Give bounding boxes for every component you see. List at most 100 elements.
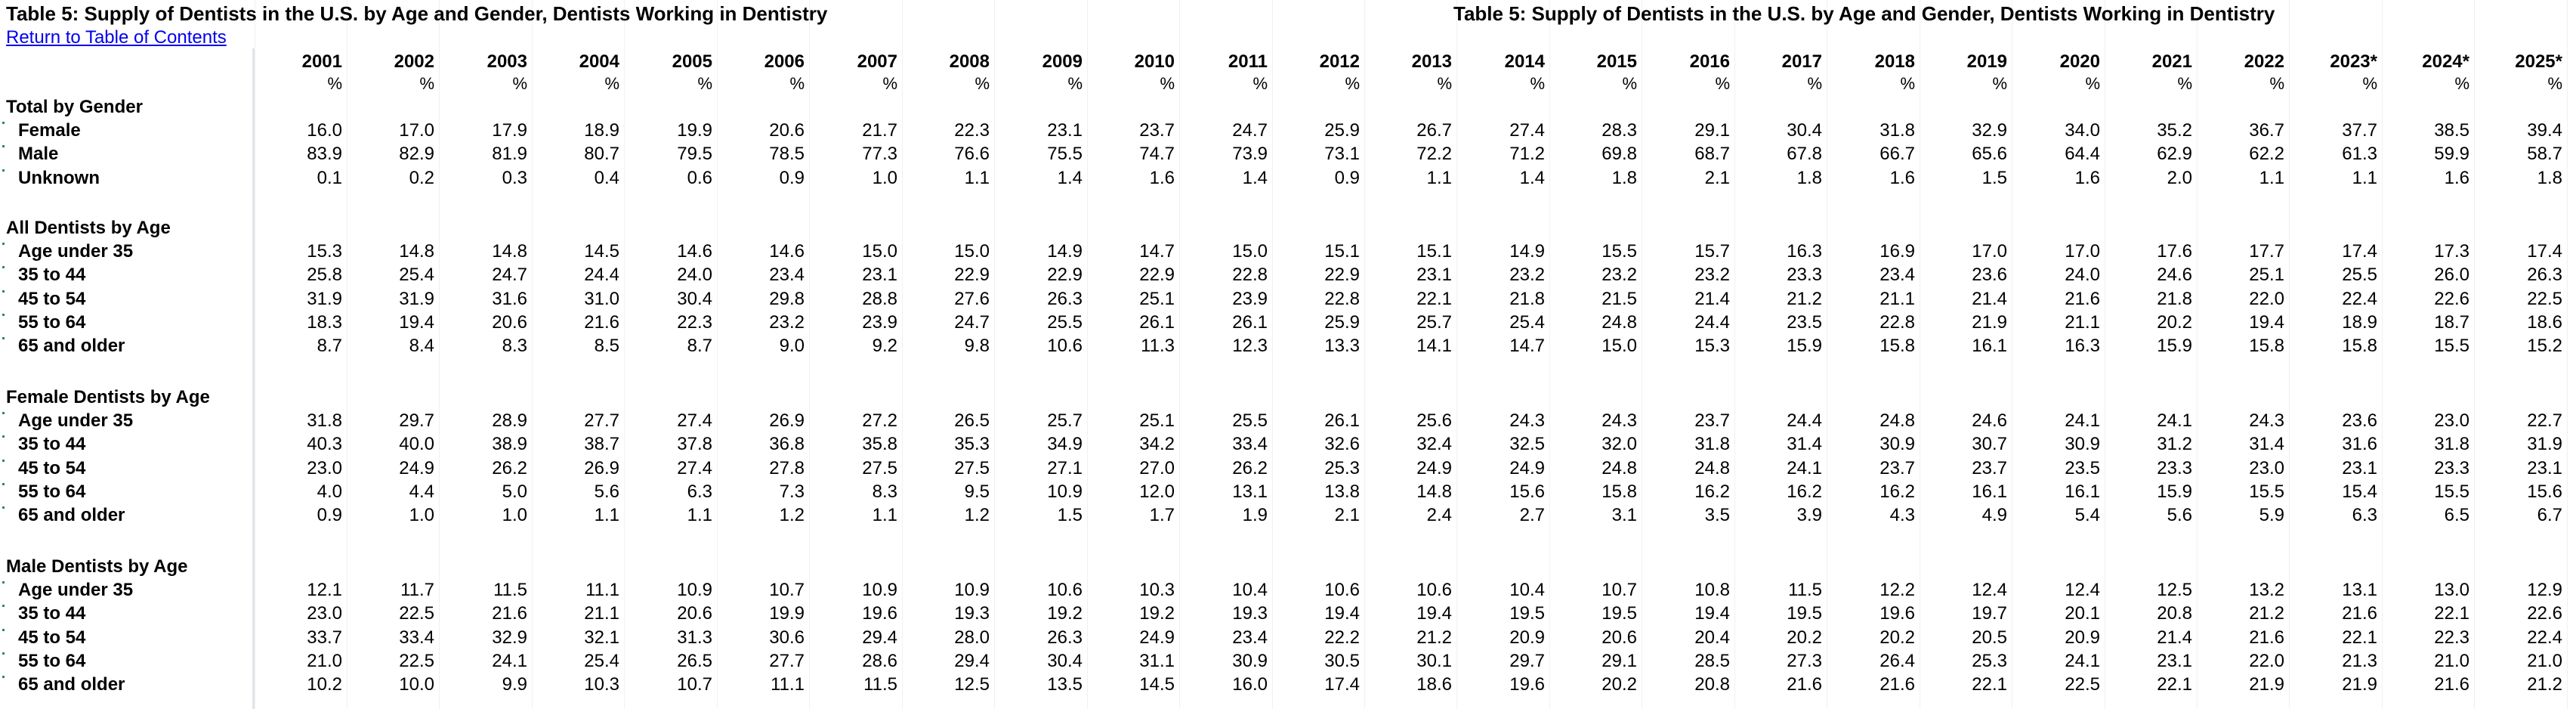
table-cell: 30.7 [1972,434,2007,454]
table-cell: 17.7 [2249,241,2284,262]
table-cell: 8.4 [409,336,434,356]
table-cell: 24.4 [584,265,619,285]
year-header: 2016 [1689,51,1730,72]
table-cell: 21.6 [1879,674,1915,695]
table-cell: 26.0 [2434,265,2469,285]
table-cell: 19.9 [769,603,805,624]
table-cell: 19.6 [1509,674,1545,695]
cell-indicator [2,243,5,245]
table-cell: 20.8 [1694,674,1730,695]
year-header: 2019 [1966,51,2007,72]
table-cell: 31.6 [492,289,527,309]
table-cell: 21.6 [2342,603,2377,624]
table-cell: 10.6 [1416,580,1452,600]
table-cell: 24.9 [399,458,434,478]
unit-header: % [1437,74,1452,93]
table-cell: 14.1 [1416,336,1452,356]
table-cell: 0.9 [317,505,342,525]
table-cell: 68.7 [1694,144,1730,164]
table-cell: 24.1 [1787,458,1822,478]
table-cell: 80.7 [584,144,619,164]
table-cell: 30.1 [1416,651,1452,671]
table-cell: 31.8 [2434,434,2469,454]
table-cell: 16.1 [2065,481,2100,502]
table-cell: 22.0 [2249,289,2284,309]
grid-line [994,0,995,709]
unit-header: % [419,74,434,93]
table-cell: 38.9 [492,434,527,454]
table-cell: 22.8 [1232,265,1268,285]
row-label: 45 to 54 [18,458,86,478]
table-cell: 25.8 [307,265,342,285]
table-cell: 36.8 [769,434,805,454]
table-cell: 19.2 [1139,603,1175,624]
grid-line [902,0,903,709]
table-title-left: Table 5: Supply of Dentists in the U.S. … [6,2,828,25]
table-cell: 22.5 [399,651,434,671]
year-header: 2013 [1411,51,1452,72]
table-cell: 12.1 [307,580,342,600]
table-cell: 16.1 [1972,481,2007,502]
year-header: 2011 [1228,51,1268,72]
table-cell: 22.5 [2527,289,2562,309]
table-cell: 21.8 [1509,289,1545,309]
table-cell: 19.2 [1047,603,1083,624]
table-cell: 25.4 [399,265,434,285]
table-cell: 21.6 [2249,627,2284,648]
table-cell: 34.9 [1047,434,1083,454]
table-cell: 26.5 [677,651,712,671]
table-cell: 19.6 [1879,603,1915,624]
table-cell: 1.8 [2537,168,2562,188]
table-cell: 31.4 [2249,434,2284,454]
table-cell: 32.5 [1509,434,1545,454]
table-cell: 24.8 [1694,458,1730,478]
table-cell: 21.3 [2342,651,2377,671]
table-cell: 15.3 [1694,336,1730,356]
row-label: Male [18,144,59,164]
table-cell: 22.1 [2157,674,2192,695]
table-cell: 26.9 [769,410,805,431]
table-cell: 31.9 [399,289,434,309]
table-cell: 27.4 [677,410,712,431]
table-cell: 19.4 [2249,312,2284,333]
cell-indicator [2,290,5,293]
year-header: 2002 [394,51,434,72]
table-cell: 27.1 [1047,458,1083,478]
table-cell: 15.0 [1232,241,1268,262]
table-cell: 32.0 [1602,434,1637,454]
table-cell: 12.9 [2527,580,2562,600]
table-cell: 11.5 [493,580,527,600]
table-cell: 21.9 [2249,674,2284,695]
table-cell: 1.6 [1889,168,1915,188]
table-cell: 15.9 [1787,336,1822,356]
table-cell: 22.0 [2249,651,2284,671]
unit-header: % [1622,74,1637,93]
table-cell: 24.1 [2065,410,2100,431]
unit-header: % [1252,74,1268,93]
table-cell: 29.1 [1602,651,1637,671]
table-cell: 27.2 [862,410,897,431]
table-cell: 27.4 [1509,120,1545,141]
row-label: Female [18,120,81,141]
table-cell: 25.1 [2249,265,2284,285]
table-cell: 79.5 [677,144,712,164]
table-cell: 10.2 [307,674,342,695]
return-to-toc-link[interactable]: Return to Table of Contents [6,27,227,48]
table-cell: 33.4 [1232,434,1268,454]
table-cell: 22.4 [2527,627,2562,648]
grid-line [624,0,625,709]
table-cell: 14.9 [1047,241,1083,262]
year-header: 2018 [1874,51,1915,72]
table-cell: 22.6 [2434,289,2469,309]
table-cell: 27.0 [1139,458,1175,478]
table-title-right: Table 5: Supply of Dentists in the U.S. … [1453,2,2275,25]
table-cell: 24.4 [1694,312,1730,333]
table-cell: 27.7 [769,651,805,671]
grid-line [1734,0,1735,709]
table-cell: 1.5 [1981,168,2007,188]
table-cell: 11.5 [1788,580,1822,600]
table-cell: 17.4 [2527,241,2562,262]
table-cell: 24.9 [1509,458,1545,478]
table-cell: 11.5 [863,674,897,695]
table-cell: 78.5 [769,144,805,164]
